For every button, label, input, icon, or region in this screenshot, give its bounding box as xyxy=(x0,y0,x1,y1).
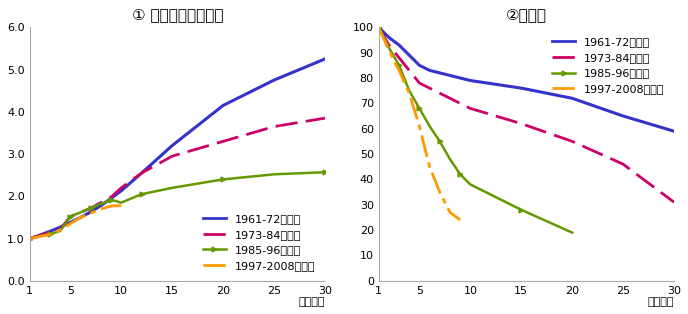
X-axis label: （年目）: （年目） xyxy=(647,297,674,307)
Title: ②残存率: ②残存率 xyxy=(506,7,547,22)
Title: ① 賃金プロファイル: ① 賃金プロファイル xyxy=(131,7,223,22)
Legend: 1961-72年入職, 1973-84年入職, 1985-96年入職, 1997-2008年入職: 1961-72年入職, 1973-84年入職, 1985-96年入職, 1997… xyxy=(548,33,669,98)
Legend: 1961-72年入職, 1973-84年入職, 1985-96年入職, 1997-2008年入職: 1961-72年入職, 1973-84年入職, 1985-96年入職, 1997… xyxy=(199,210,319,275)
X-axis label: （年目）: （年目） xyxy=(299,297,325,307)
